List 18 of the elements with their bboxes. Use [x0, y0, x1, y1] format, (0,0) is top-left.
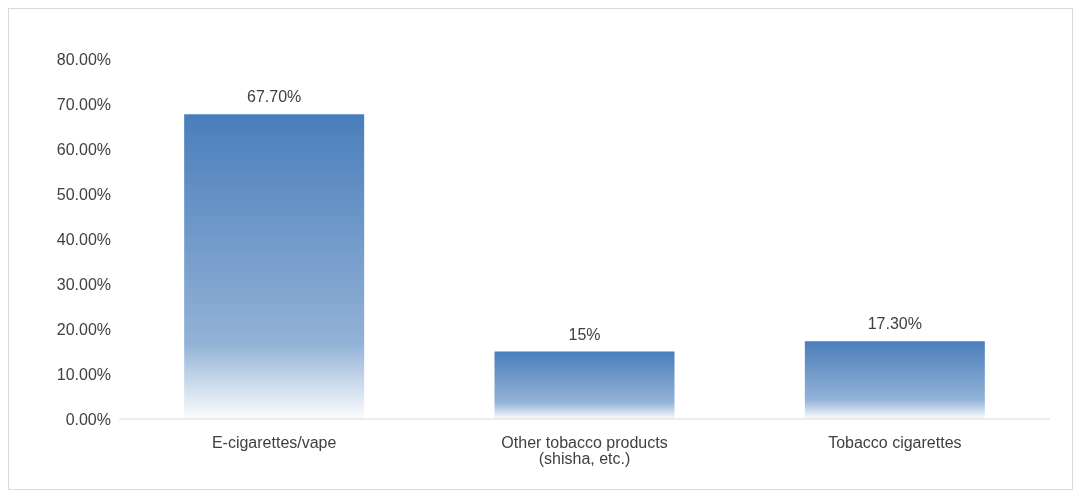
y-tick-label: 60.00% [56, 140, 111, 158]
data-label: 17.30% [867, 315, 922, 333]
y-tick-label: 20.00% [56, 320, 111, 338]
x-tick-label: E-cigarettes/vape [211, 434, 337, 452]
bar [804, 341, 985, 419]
x-tick-label: Other tobacco products (shisha, etc.) [501, 434, 668, 468]
y-tick-label: 50.00% [56, 185, 111, 203]
data-label: 15% [568, 325, 601, 343]
bar [494, 351, 675, 419]
y-tick-label: 30.00% [56, 275, 111, 293]
x-tick-label: Tobacco cigarettes [828, 434, 962, 452]
bar [184, 114, 365, 419]
y-tick-label: 70.00% [56, 95, 111, 113]
y-tick-label: 0.00% [65, 410, 111, 428]
data-label: 67.70% [247, 88, 302, 106]
y-tick-label: 10.00% [56, 365, 111, 383]
y-tick-label: 80.00% [56, 50, 111, 68]
y-tick-label: 40.00% [56, 230, 111, 248]
